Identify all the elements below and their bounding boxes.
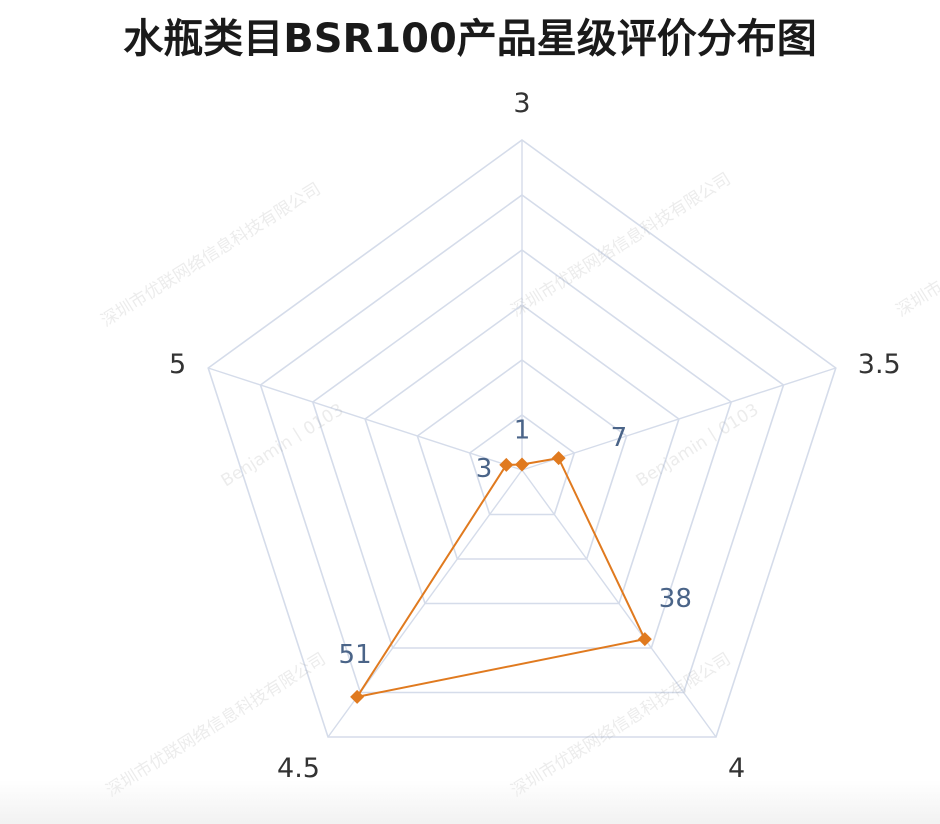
axis-spoke	[521, 469, 717, 738]
value-label-3: 1	[514, 416, 531, 446]
grid-ring	[259, 194, 785, 694]
axis-label-5: 5	[169, 349, 186, 380]
bottom-fade	[0, 780, 940, 824]
series-line	[354, 456, 647, 699]
axis-spoke	[521, 367, 837, 471]
grid-ring	[416, 359, 628, 560]
grid-ring	[364, 304, 680, 605]
data-point-4	[637, 632, 652, 647]
axis-spoke	[207, 367, 523, 471]
data-point-3	[515, 457, 529, 472]
value-label-3.5: 7	[611, 423, 628, 453]
value-labels: 1 7 38 51 3	[339, 416, 692, 670]
value-label-5: 3	[476, 454, 493, 484]
data-point-3.5	[551, 451, 566, 466]
axis-label-4: 4	[728, 753, 745, 784]
value-label-4.5: 51	[339, 640, 372, 670]
data-point-4.5	[350, 689, 365, 704]
chart-title: 水瓶类目BSR100产品星级评价分布图	[123, 16, 817, 62]
value-label-4: 38	[659, 584, 692, 614]
data-point-5	[499, 457, 514, 472]
axis-label-3: 3	[513, 88, 530, 119]
axis-labels: 3 3.5 4 4.5 5	[169, 88, 901, 784]
grid-ring	[207, 139, 837, 738]
radar-grid	[207, 139, 837, 738]
radar-series	[350, 451, 652, 704]
grid-ring	[468, 414, 576, 516]
axis-label-4.5: 4.5	[277, 753, 320, 784]
axis-label-3.5: 3.5	[858, 349, 901, 380]
grid-ring	[311, 249, 733, 649]
